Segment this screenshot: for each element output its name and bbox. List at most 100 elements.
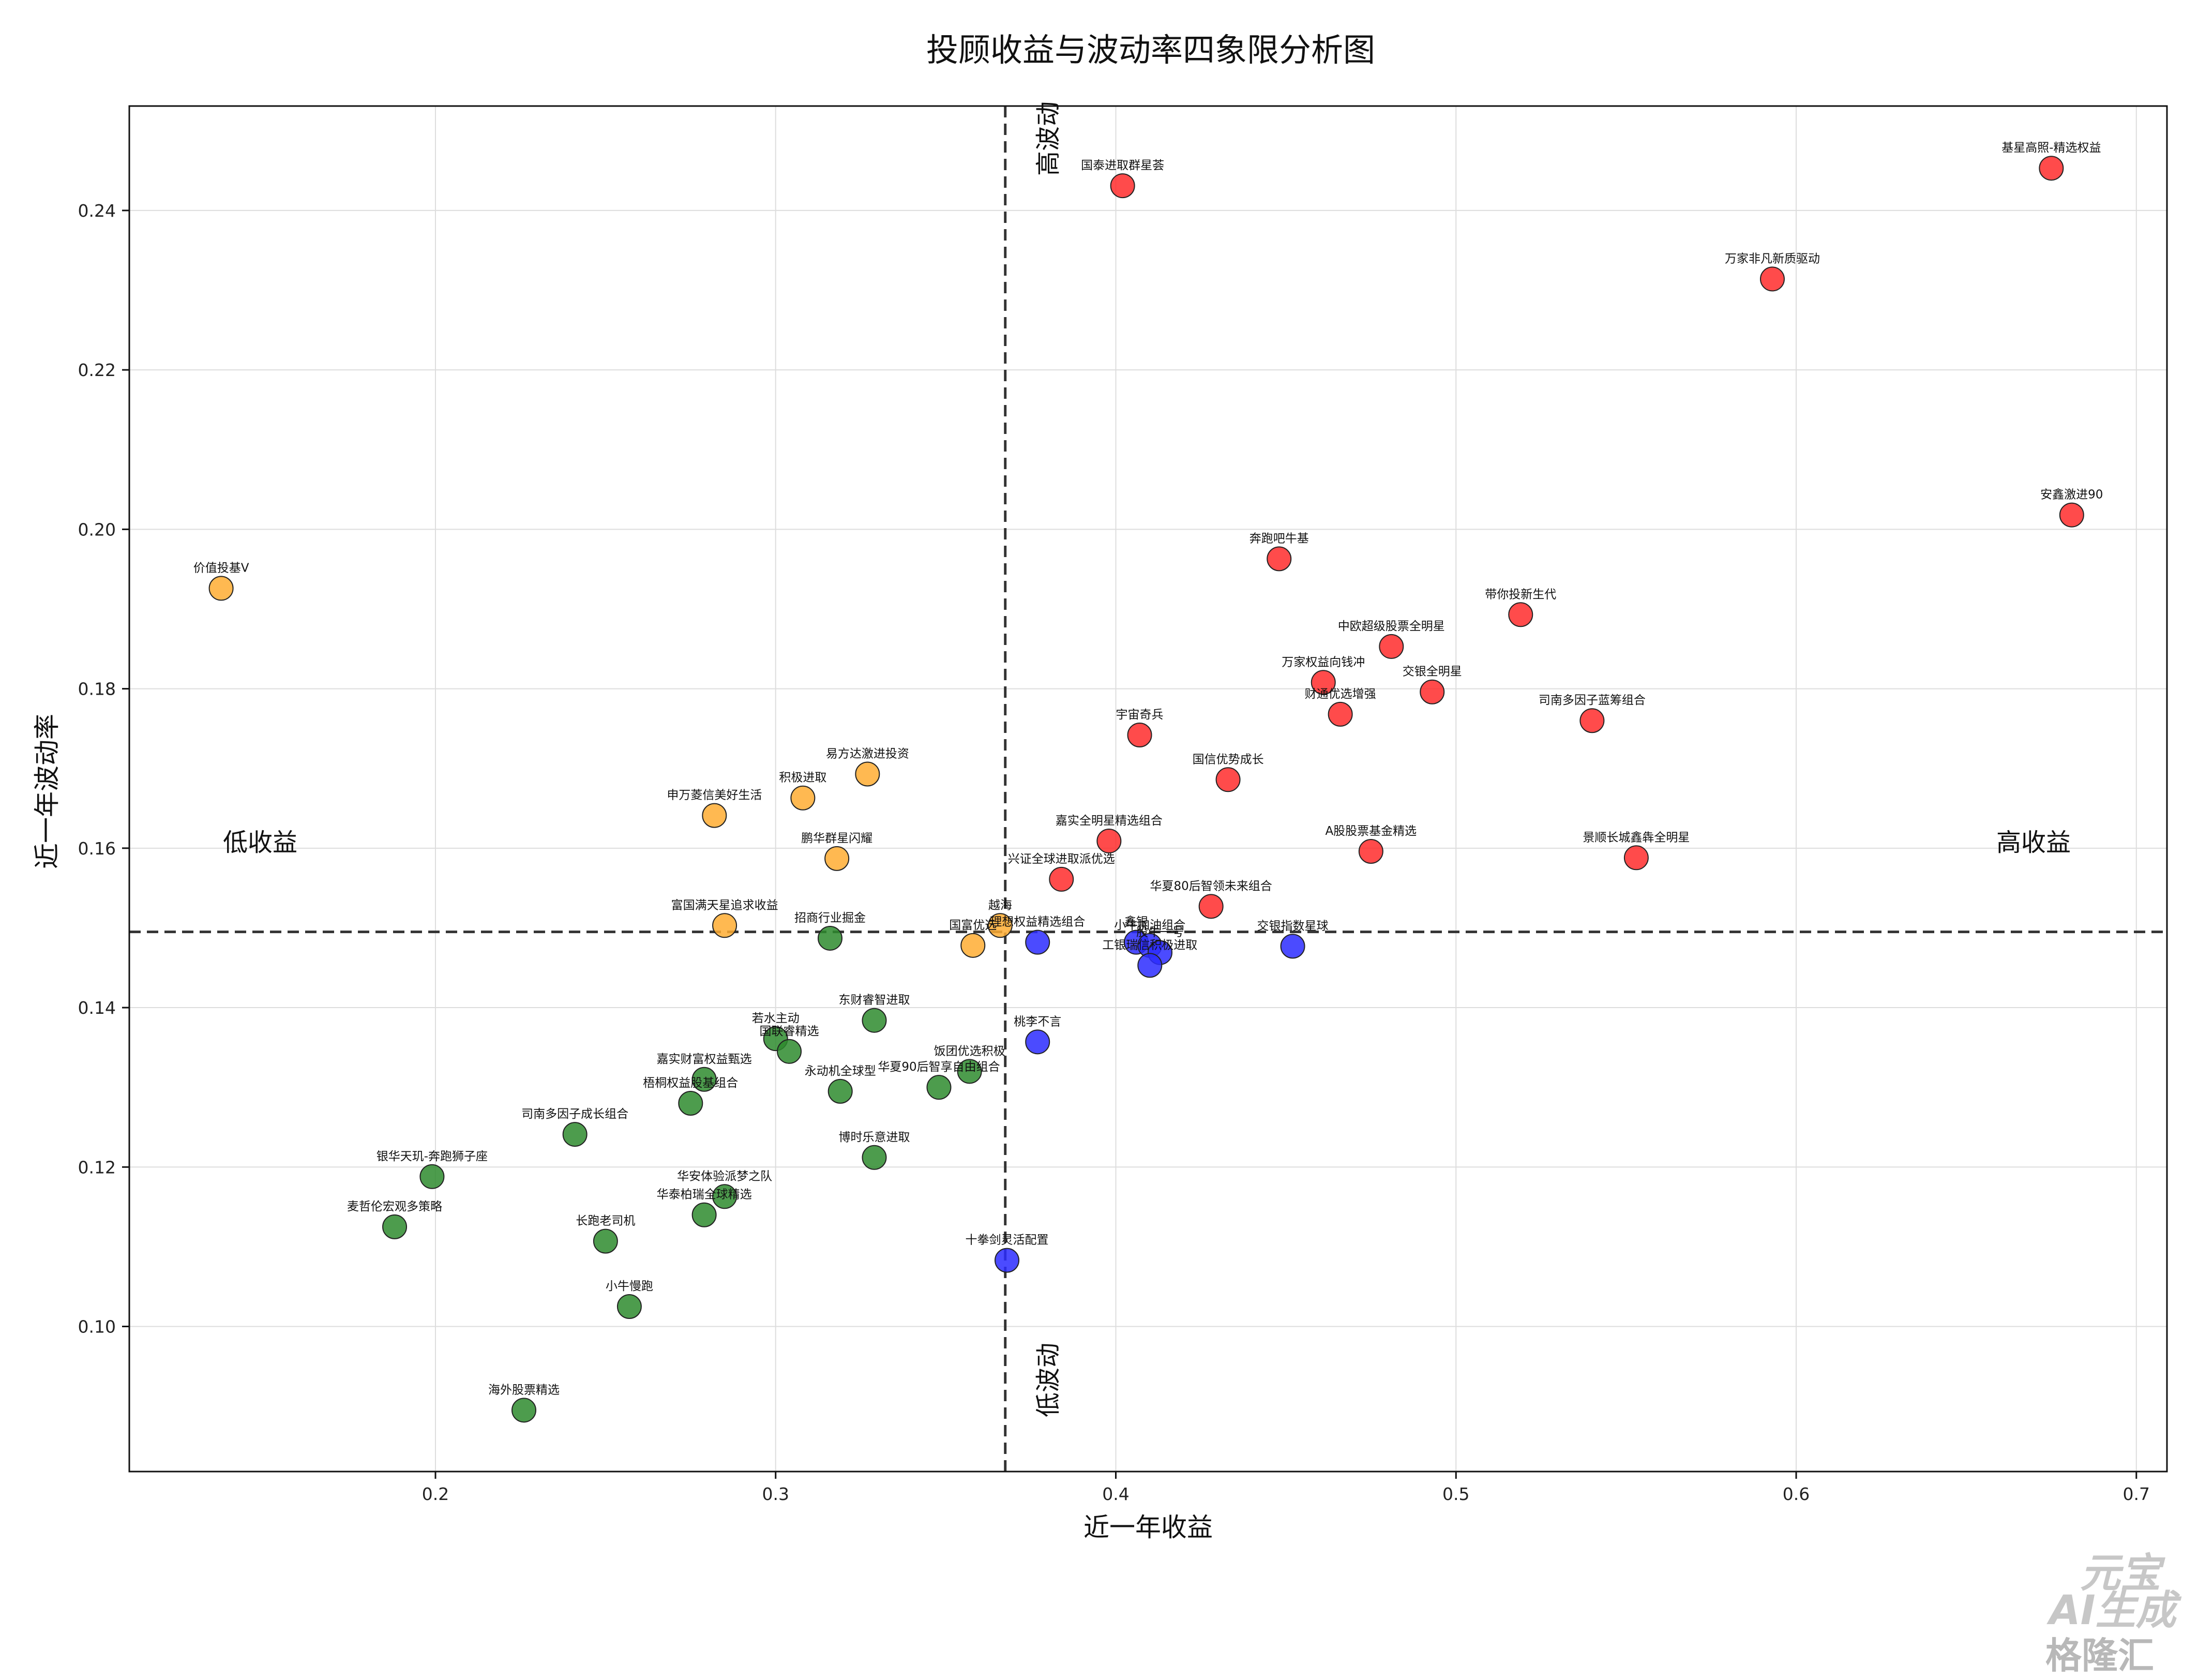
data-point [616, 1294, 642, 1319]
point-label: 若水主动 [752, 1012, 800, 1025]
chart-title: 投顾收益与波动率四象限分析图 [926, 31, 1375, 69]
point-label: 安鑫激进90 [2040, 488, 2103, 502]
data-point [1025, 1029, 1050, 1055]
data-point [208, 576, 234, 601]
watermark-line3: 格隆汇 [2045, 1634, 2154, 1677]
y-tick-label: 0.24 [78, 201, 116, 221]
data-point [2039, 156, 2064, 181]
watermark: 元宝 AI生成 格隆汇 [2045, 1550, 2182, 1677]
point-label: 交银指数星球 [1257, 919, 1329, 933]
data-point [1215, 767, 1241, 792]
data-point [1025, 929, 1050, 955]
quadrant-label-left: 低收益 [223, 828, 297, 857]
watermark-line1: 元宝 [2080, 1550, 2165, 1597]
data-point [702, 803, 727, 828]
point-label: 国富优选 [949, 919, 997, 932]
data-point [926, 1075, 952, 1100]
point-label: 中欧超级股票全明星 [1338, 620, 1445, 633]
point-label: 招商行业掘金 [794, 911, 866, 925]
point-label: 交银全明星 [1403, 665, 1462, 679]
point-label: 梧桐权益股基组合 [643, 1076, 738, 1090]
point-label: 长跑老司机 [576, 1214, 635, 1228]
data-point [1579, 708, 1605, 733]
data-point [678, 1090, 703, 1116]
point-label: A股股票基金精选 [1325, 824, 1417, 838]
quadrant-dividers [129, 106, 2167, 1472]
point-label: 万家权益向钱冲 [1282, 655, 1365, 669]
data-point [1110, 173, 1135, 199]
point-label: 国信优势成长 [1193, 753, 1264, 766]
point-label: 万家非凡新质驱动 [1725, 252, 1820, 265]
data-point [593, 1228, 618, 1254]
y-tick-label: 0.22 [78, 360, 116, 380]
y-tick-label: 0.16 [78, 838, 116, 859]
point-label: 易方达激进投资 [826, 747, 909, 760]
point-label: 宇宙奇兵 [1116, 708, 1164, 722]
data-point [2059, 502, 2084, 528]
x-tick-label: 0.4 [1102, 1484, 1129, 1504]
point-label: 申万菱信美好生活 [667, 789, 762, 802]
point-label: 饭团优选积极 [934, 1044, 1005, 1058]
y-tick-label: 0.20 [78, 519, 116, 539]
point-label: 鹏华群星闪耀 [801, 832, 872, 845]
x-tick-label: 0.5 [1442, 1484, 1469, 1504]
data-point [777, 1039, 802, 1064]
data-point [862, 1008, 887, 1033]
data-point [691, 1202, 717, 1227]
point-label: 小牛慢跑 [606, 1280, 653, 1293]
data-point [1358, 838, 1383, 864]
point-label: 司南多因子蓝筹组合 [1539, 694, 1646, 707]
point-label: 工银瑞信积极进取 [1102, 938, 1197, 952]
point-label: 股牛一号 [1136, 926, 1184, 939]
data-point [1267, 546, 1292, 572]
data-point [995, 1248, 1020, 1273]
data-point [957, 1059, 982, 1084]
data-point [824, 846, 850, 871]
y-axis-ticks: 0.10 0.12 0.14 0.16 0.18 0.20 0.22 0.24 [78, 201, 129, 1337]
point-label: 麦哲伦宏观多策略 [347, 1200, 442, 1213]
point-label: 华泰柏瑞全球精选 [657, 1188, 752, 1202]
point-label: 嘉实全明星精选组合 [1056, 814, 1163, 828]
point-label: 富国满天星追求收益 [671, 898, 778, 912]
y-axis-title: 近一年波动率 [32, 714, 62, 869]
data-point [1379, 634, 1404, 659]
point-label: 十拳剑灵活配置 [966, 1234, 1049, 1247]
point-label: 小牛加油组合 [1114, 919, 1185, 932]
data-point [712, 1184, 737, 1209]
point-label: 鑫银 [1124, 916, 1148, 929]
quadrant-label-right: 高收益 [1996, 828, 2071, 857]
x-axis-ticks: 0.2 0.3 0.4 0.5 0.6 0.7 [422, 1472, 2150, 1504]
y-tick-label: 0.14 [78, 998, 116, 1018]
data-point [511, 1398, 537, 1423]
data-points [208, 156, 2084, 1423]
y-tick-label: 0.10 [78, 1317, 116, 1337]
data-point [790, 785, 816, 811]
quadrant-labels: 高波动 低波动 低收益 高收益 [223, 101, 2071, 1417]
point-label: 理想权益精选组合 [990, 916, 1085, 929]
data-point [1311, 670, 1336, 695]
point-label: 带你投新生代 [1485, 588, 1556, 601]
data-point [562, 1122, 588, 1147]
data-point [960, 933, 986, 958]
data-point [1420, 679, 1445, 704]
data-point [419, 1164, 445, 1189]
grid-lines [129, 106, 2167, 1472]
point-label: 国泰进取群星荟 [1081, 159, 1164, 172]
data-point [1508, 602, 1533, 627]
data-point [1137, 953, 1163, 978]
quadrant-label-bottom: 低波动 [1034, 1343, 1063, 1417]
point-label: 国联睿精选 [760, 1025, 819, 1038]
data-point [1328, 701, 1353, 727]
x-axis-title: 近一年收益 [1083, 1512, 1213, 1542]
data-point [1280, 934, 1305, 959]
point-label: 司南多因子成长组合 [521, 1107, 628, 1121]
plot-frame [128, 105, 2168, 1473]
watermark-line2: AI生成 [2046, 1587, 2181, 1634]
data-point [712, 913, 737, 938]
data-point [1198, 894, 1224, 919]
point-label: 兴证全球进取派优选 [1008, 852, 1115, 866]
point-label: 永动机全球型 [805, 1064, 876, 1078]
x-tick-label: 0.3 [762, 1484, 789, 1504]
data-point [1127, 722, 1152, 747]
